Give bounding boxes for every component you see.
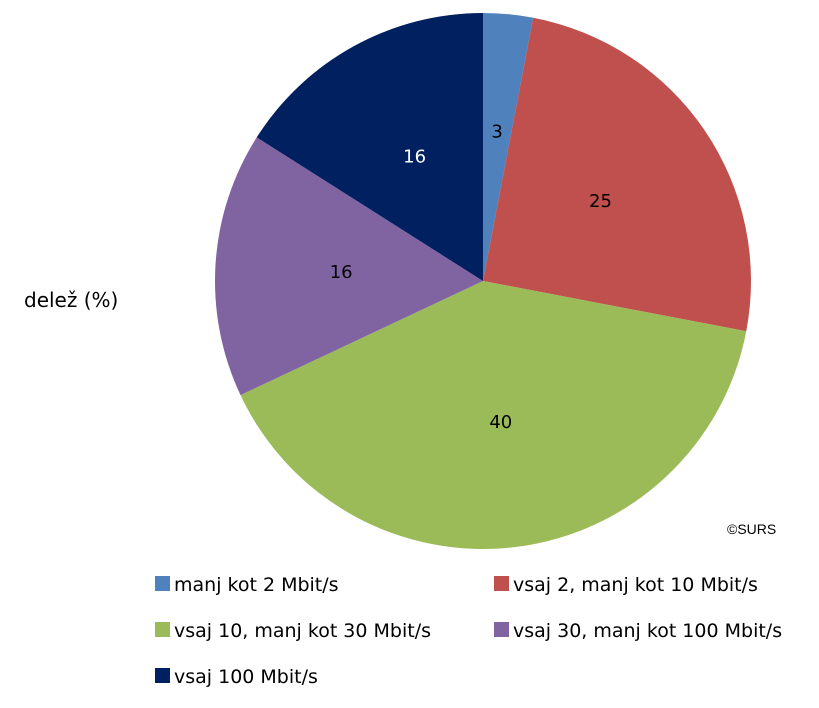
slice-value-label-vsaj-10-manj-kot-30-mbit-s: 40	[489, 412, 512, 433]
slice-value-label-vsaj-2-manj-kot-10-mbit-s: 25	[589, 191, 612, 212]
legend-item-vsaj-30-manj-kot-100-mbit-s: vsaj 30, manj kot 100 Mbit/s	[494, 620, 782, 642]
legend-label: manj kot 2 Mbit/s	[174, 574, 339, 596]
pie-slice-vsaj-10-manj-kot-30-mbit-s	[240, 281, 747, 549]
copyright-credit: ©SURS	[727, 521, 776, 537]
legend-item-vsaj-10-manj-kot-30-mbit-s: vsaj 10, manj kot 30 Mbit/s	[155, 620, 431, 642]
legend-swatch	[494, 622, 509, 637]
slice-value-label-vsaj-30-manj-kot-100-mbit-s: 16	[330, 262, 353, 283]
pie-slice-manj-kot-2-mbit-s	[483, 13, 534, 281]
pie-slices	[215, 13, 751, 549]
pie-slice-labels: 3 25 40 16 16	[330, 122, 612, 433]
legend-item-vsaj-2-manj-kot-10-mbit-s: vsaj 2, manj kot 10 Mbit/s	[494, 574, 758, 596]
legend-label: vsaj 2, manj kot 10 Mbit/s	[513, 574, 758, 596]
slice-value-label-manj-kot-2-mbit-s: 3	[491, 122, 502, 143]
legend-swatch	[155, 576, 170, 591]
legend-label: vsaj 10, manj kot 30 Mbit/s	[174, 620, 431, 642]
legend-swatch	[155, 668, 170, 683]
pie-slice-vsaj-100-mbit-s	[256, 13, 483, 281]
legend-item-vsaj-100-mbit-s: vsaj 100 Mbit/s	[155, 666, 318, 688]
pie-slice-vsaj-30-manj-kot-100-mbit-s	[215, 137, 483, 396]
slice-value-label-vsaj-100-mbit-s: 16	[403, 147, 426, 168]
legend-item-manj-kot-2-mbit-s: manj kot 2 Mbit/s	[155, 574, 339, 596]
y-axis-label: delež (%)	[24, 288, 118, 312]
legend-label: vsaj 100 Mbit/s	[174, 666, 318, 688]
legend-swatch	[494, 576, 509, 591]
legend-swatch	[155, 622, 170, 637]
legend: manj kot 2 Mbit/s vsaj 2, manj kot 10 Mbi…	[155, 574, 782, 688]
legend-label: vsaj 30, manj kot 100 Mbit/s	[513, 620, 782, 642]
pie-slice-vsaj-2-manj-kot-10-mbit-s	[483, 17, 751, 332]
